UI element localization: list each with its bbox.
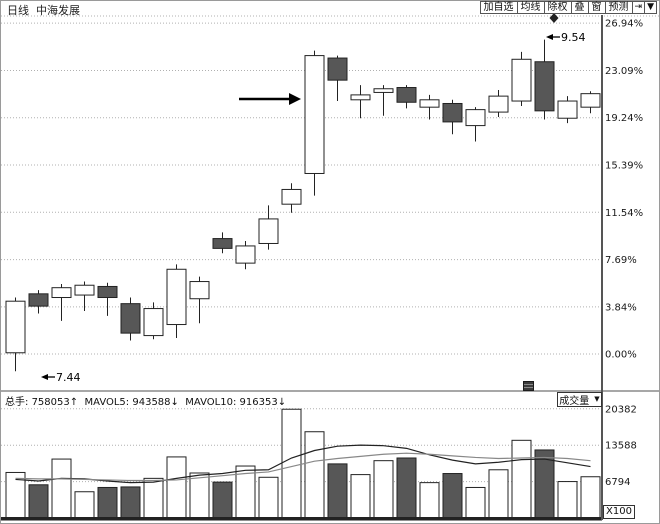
candle-body[interactable] [258,218,279,244]
candle-body[interactable] [212,238,233,249]
main-axis-tick: 15.39% [605,161,643,172]
candle-body[interactable] [488,95,509,113]
volume-bar[interactable] [488,469,509,519]
candle-body[interactable] [235,245,256,264]
volume-axis-tick: 20382 [605,404,637,415]
mavol5-line [15,444,591,484]
breakout-arrow-head-icon [289,93,301,105]
main-axis-tick: 7.69% [605,255,637,266]
main-axis-tick: 23.09% [605,66,643,77]
candle-body[interactable] [281,188,302,205]
volume-unit-label: X100 [603,505,635,519]
volume-bar[interactable] [350,474,371,519]
volume-bar[interactable] [373,460,394,519]
candle-body[interactable] [120,303,141,334]
chart-title: 日线 中海发展 [7,4,80,17]
candle-body[interactable] [465,109,486,127]
candle-body[interactable] [74,284,95,296]
mavol5-value: 943588 [132,397,171,408]
candle-body[interactable] [396,87,417,103]
volume-bar[interactable] [465,486,486,519]
volume-bar[interactable] [396,457,417,519]
candle-body[interactable] [166,268,187,326]
volume-bar[interactable] [189,472,210,519]
volume-bar[interactable] [28,484,49,519]
volume-axis-tick: 6794 [605,477,630,488]
zongshou-label: 总手: [5,397,29,408]
zongshou-value: 758053 [31,397,70,408]
volume-bar[interactable] [442,473,463,519]
toolbar: 加自选 均线 除权叠窗预测 ⇥ ▼ [479,1,657,14]
candle-body[interactable] [304,55,325,174]
mavol10-value: 916353 [239,397,278,408]
volume-bar[interactable] [419,482,440,519]
down-arrow-icon: ↓ [277,397,287,408]
volume-indicator-label: 成交量 [559,396,590,407]
chevron-down-icon: ▼ [594,395,600,403]
high-arrow-icon [546,34,553,40]
toolbar-button-窗[interactable]: 窗 [587,1,606,14]
diamond-marker-icon [549,13,559,23]
candle-body[interactable] [28,293,49,307]
candle-body[interactable] [143,308,164,337]
volume-bar[interactable] [74,491,95,519]
low-price-annotation: 7.44 [56,371,81,384]
volume-bar-chart[interactable]: 20382 13588 6794 [1,404,637,521]
mavol5-label: MAVOL5: [84,397,130,408]
candle-body[interactable] [534,61,555,112]
candle-body[interactable] [419,99,440,108]
candle-body[interactable] [327,57,348,81]
volume-bar[interactable] [143,477,164,519]
toolbar-button-除权[interactable]: 除权 [543,1,572,14]
volume-bar[interactable] [166,456,187,519]
down-arrow-icon: ↓ [170,397,179,408]
volume-bar[interactable] [212,481,233,519]
toolbar-button-skip-to-end-icon[interactable]: ⇥ [631,1,646,14]
volume-bar[interactable] [120,486,141,519]
volume-bar[interactable] [281,408,302,519]
volume-bar[interactable] [511,439,532,519]
toolbar-button-chevron-down-icon[interactable]: ▼ [644,1,657,14]
volume-bar[interactable] [580,476,601,519]
volume-indicator-dropdown[interactable]: 成交量 ▼ [557,392,602,407]
candle-body[interactable] [350,94,371,101]
toolbar-button-加自选[interactable]: 加自选 [479,1,518,14]
toolbar-button-均线[interactable]: 均线 [516,1,545,14]
candle-body[interactable] [442,102,463,123]
volume-bar[interactable] [327,463,348,519]
main-axis-tick: 3.84% [605,302,637,313]
toolbar-button-叠[interactable]: 叠 [570,1,589,14]
volume-bar[interactable] [304,431,325,519]
minimized-window-icon[interactable] [523,381,534,391]
toolbar-button-预测[interactable]: 预测 [604,1,633,14]
volume-axis-tick: 13588 [605,441,637,452]
low-arrow-icon [41,374,48,380]
candle-body[interactable] [580,93,601,108]
volume-bar[interactable] [557,481,578,519]
up-arrow-icon: ↑ [69,397,79,408]
volume-baseline [1,517,602,521]
high-price-annotation: 9.54 [561,31,586,44]
main-candlestick-chart[interactable]: 26.94% 23.09% 19.24% 15.39% 11.54% 7.69% 3.84%… [1,13,660,392]
candle-body[interactable] [189,281,210,300]
candle-body[interactable] [557,100,578,119]
volume-header: 总手: 758053↑ MAVOL5: 943588↓ MAVOL10: 916… [5,393,286,408]
volume-bar[interactable] [97,486,118,519]
mavol10-line [15,452,591,482]
candle-body[interactable] [5,300,26,354]
volume-bar[interactable] [51,458,72,519]
volume-bar[interactable] [258,476,279,519]
candle-body[interactable] [373,88,394,93]
candle-body[interactable] [511,58,532,102]
main-axis-tick: 26.94% [605,19,643,30]
main-axis-tick: 0.00% [605,350,637,361]
main-axis-tick: 19.24% [605,113,643,124]
mavol10-label: MAVOL10: [185,397,237,408]
candle-body[interactable] [97,285,118,299]
main-axis-tick: 11.54% [605,208,643,219]
candle-body[interactable] [51,287,72,299]
